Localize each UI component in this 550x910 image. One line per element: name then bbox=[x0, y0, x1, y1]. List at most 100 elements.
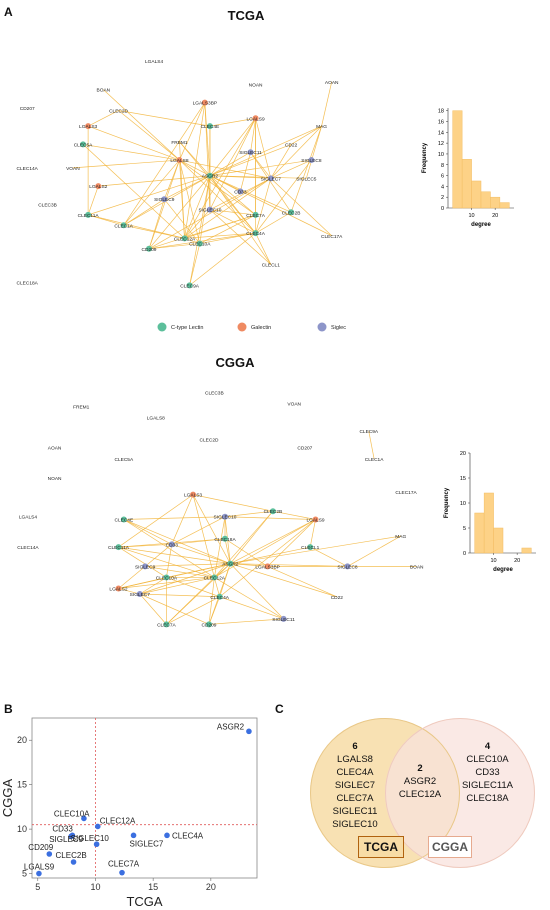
network-edge bbox=[148, 199, 165, 249]
network-node bbox=[252, 230, 259, 237]
network-edge bbox=[145, 563, 231, 567]
network-node-label: SIGLEC7 bbox=[261, 176, 282, 182]
network-edges bbox=[72, 81, 333, 286]
network-node bbox=[252, 211, 259, 218]
network-node-label: CLEC18A bbox=[214, 537, 236, 543]
network-edge bbox=[82, 144, 180, 161]
network-edge bbox=[230, 563, 284, 620]
hist-y-tick-label: 16 bbox=[438, 120, 444, 126]
network-node-label: SIGLEC9 bbox=[154, 197, 175, 203]
network-edge bbox=[368, 431, 375, 459]
network-edge bbox=[139, 593, 167, 625]
network-node bbox=[142, 563, 149, 570]
network-edge bbox=[148, 178, 272, 250]
network-node bbox=[308, 157, 315, 164]
scatter-y-tick-label: 20 bbox=[17, 735, 27, 745]
venn-label-cgga: CGGA bbox=[428, 836, 472, 858]
network-node bbox=[181, 235, 188, 242]
network-edge bbox=[144, 544, 172, 567]
network-edge bbox=[166, 577, 220, 598]
network-node-label: CLEC12A bbox=[174, 236, 196, 242]
network-node bbox=[190, 491, 197, 498]
venn-circle-outline-cgga bbox=[385, 718, 535, 868]
hist-x-tick-label: 20 bbox=[514, 558, 520, 564]
network-node-label: NOAN bbox=[48, 476, 62, 482]
network-node-label: CLEC10A bbox=[189, 242, 211, 248]
network-edge bbox=[209, 117, 256, 127]
network-edge bbox=[148, 175, 211, 250]
network-edge bbox=[250, 152, 272, 179]
network-node bbox=[196, 240, 203, 247]
network-node-label: CLEC4A bbox=[246, 231, 265, 237]
network-node bbox=[227, 560, 234, 567]
scatter-y-tick-label: 10 bbox=[17, 824, 27, 834]
tcga-network: LGALS4 BOAN NOAN AOAN CD207 CLEC2D LGALS3BP LGA… bbox=[17, 59, 344, 289]
network-edge bbox=[209, 125, 322, 177]
scatter-x-tick-label: 20 bbox=[206, 882, 216, 892]
scatter-y-tick-label: 15 bbox=[17, 780, 27, 790]
network-node bbox=[237, 188, 244, 195]
network-node-label: CLEC18A bbox=[17, 281, 39, 287]
venn-left-item: LGALS8 bbox=[337, 754, 373, 765]
network-edge bbox=[209, 151, 251, 177]
network-node bbox=[168, 541, 175, 548]
network-edge bbox=[118, 546, 215, 578]
network-node bbox=[163, 621, 170, 628]
network-node bbox=[186, 282, 193, 289]
network-edge bbox=[148, 214, 256, 250]
network-edge bbox=[179, 102, 206, 161]
network-node-label: CLECL1 bbox=[262, 262, 280, 268]
histogram-bar bbox=[521, 547, 532, 554]
network-edge bbox=[123, 516, 226, 520]
network-node-label: SIGLEC8 bbox=[301, 158, 322, 164]
network-node-label: CLEC14A bbox=[17, 166, 39, 172]
network-edge bbox=[267, 519, 316, 567]
network-edge bbox=[255, 211, 292, 234]
scatter-x-tick-label: 15 bbox=[148, 882, 158, 892]
network-node bbox=[115, 585, 122, 592]
network-node-label: LGALS2 bbox=[109, 586, 127, 592]
legend-label: C-type Lectin bbox=[171, 325, 203, 331]
scatter-point bbox=[164, 832, 170, 839]
scatter-x-label: TCGA bbox=[126, 894, 162, 909]
network-node-label: CLEC3B bbox=[38, 202, 57, 208]
network-edge bbox=[270, 178, 332, 237]
network-edge bbox=[184, 232, 256, 239]
venn-overlap-set: 2 ASGR2 CLEC12A bbox=[390, 762, 450, 801]
network-edge bbox=[118, 494, 194, 548]
network-node-label: ASGR2 bbox=[222, 562, 239, 568]
network-edge bbox=[255, 232, 272, 265]
network-node-label: CLEC9A bbox=[359, 429, 378, 435]
network-edge bbox=[230, 563, 348, 567]
hist-y-tick-label: 8 bbox=[441, 163, 444, 169]
network-edge bbox=[123, 519, 172, 545]
venn-left-item: SIGLEC7 bbox=[334, 780, 376, 791]
hist-y-tick-label: 10 bbox=[438, 152, 444, 158]
network-node-label: CLEC14A bbox=[17, 545, 39, 551]
network-node-label: CLEC1A bbox=[114, 223, 133, 229]
network-node-label: VOAN bbox=[287, 402, 301, 408]
network-edge bbox=[72, 159, 180, 169]
network-node-label: CLEC9A bbox=[180, 283, 199, 289]
network-node bbox=[312, 516, 319, 523]
network-edge bbox=[166, 596, 220, 625]
node-type-legend: C-type Lectin Galectin Siglec bbox=[157, 322, 346, 332]
network-node-label: CLEC17A bbox=[395, 490, 417, 496]
network-node-label: BOAN bbox=[97, 88, 111, 94]
network-edge bbox=[184, 175, 211, 239]
network-node bbox=[201, 99, 208, 106]
venn-right-count: 4 bbox=[484, 741, 491, 752]
network-edge bbox=[192, 494, 215, 578]
network-edge bbox=[250, 152, 292, 213]
network-edge bbox=[209, 209, 256, 216]
network-node bbox=[206, 123, 213, 130]
network-edge bbox=[139, 577, 167, 595]
network-edge bbox=[309, 519, 316, 548]
network-edge bbox=[270, 125, 322, 179]
network-edge bbox=[171, 516, 226, 545]
network-node-label: LGALS4 bbox=[19, 515, 37, 521]
network-edge bbox=[209, 209, 256, 234]
network-node-label: LGALS9 bbox=[247, 116, 265, 122]
network-edge bbox=[88, 214, 124, 226]
hist-y-tick-label: 6 bbox=[441, 174, 444, 180]
